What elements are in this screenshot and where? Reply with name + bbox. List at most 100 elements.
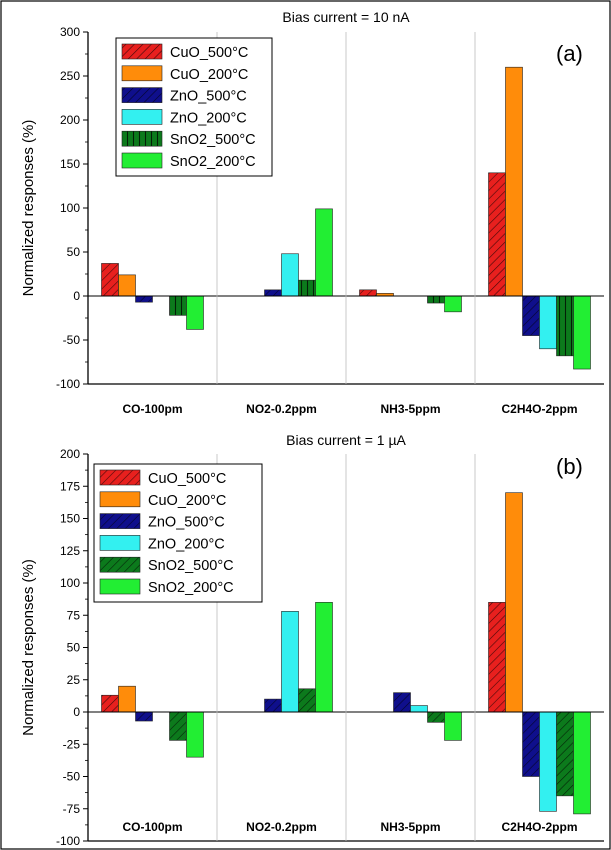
legend-label-sno2-500-c: SnO2_500°C xyxy=(148,558,234,574)
y-tick-label: -100 xyxy=(56,377,80,391)
bar-sno2-200-c-no2-0-2ppm xyxy=(315,208,333,297)
bar-cuo-500-c-c2h4o-2ppm xyxy=(488,172,506,297)
panel-a: Bias current = 10 nA (a) Normalized respon… xyxy=(20,9,604,416)
bar-zno-500-c-no2-0-2ppm xyxy=(264,289,282,297)
category-label-no2-0-2ppm: NO2-0.2ppm xyxy=(246,402,317,416)
bar-zno-500-c-co-100pm xyxy=(135,711,153,722)
legend-swatch-cuo-500-c xyxy=(99,469,141,486)
legend-swatch-sno2-200-c xyxy=(121,152,163,169)
y-tick-label: 100 xyxy=(60,576,80,590)
panel-tag: (a) xyxy=(556,41,583,66)
bar-sno2-500-c-c2h4o-2ppm xyxy=(556,711,574,797)
bar-sno2-200-c-nh3-5ppm xyxy=(444,295,462,313)
bar-sno2-200-c-c2h4o-2ppm xyxy=(573,295,591,370)
legend-swatch-cuo-200-c xyxy=(99,491,141,508)
y-tick-label: -25 xyxy=(63,737,81,751)
y-tick-label: 100 xyxy=(60,201,80,215)
legend-swatch-cuo-500-c xyxy=(121,43,163,60)
bar-cuo-500-c-co-100pm xyxy=(101,694,119,713)
y-tick-label: 250 xyxy=(60,69,80,83)
legend-label-zno-200-c: ZnO_200°C xyxy=(170,110,247,126)
y-tick-label: 125 xyxy=(60,544,80,558)
bar-sno2-200-c-c2h4o-2ppm xyxy=(573,711,591,815)
legend-label-sno2-500-c: SnO2_500°C xyxy=(170,132,256,148)
category-label-nh3-5ppm: NH3-5ppm xyxy=(380,820,440,834)
bar-zno-500-c-c2h4o-2ppm xyxy=(522,711,540,777)
bar-sno2-500-c-no2-0-2ppm xyxy=(298,279,316,297)
legend-label-sno2-200-c: SnO2_200°C xyxy=(170,154,256,170)
y-tick-label: -100 xyxy=(56,834,80,848)
bar-sno2-200-c-co-100pm xyxy=(186,295,204,330)
bar-zno-500-c-no2-0-2ppm xyxy=(264,698,282,713)
legend: CuO_500°C CuO_200°C ZnO_500°C ZnO_200°C SnO2… xyxy=(93,463,263,603)
y-tick-label: -50 xyxy=(63,770,81,784)
bar-cuo-200-c-co-100pm xyxy=(118,274,136,297)
legend-label-zno-500-c: ZnO_500°C xyxy=(148,515,225,531)
bar-zno-500-c-nh3-5ppm xyxy=(393,692,411,713)
category-label-co-100pm: CO-100pm xyxy=(122,402,182,416)
y-tick-label: -75 xyxy=(63,802,81,816)
legend-label-cuo-200-c: CuO_200°C xyxy=(148,493,226,509)
category-label-no2-0-2ppm: NO2-0.2ppm xyxy=(246,820,317,834)
y-tick-label: 200 xyxy=(60,113,80,127)
legend-label-zno-200-c: ZnO_200°C xyxy=(148,536,225,552)
y-tick-label: 50 xyxy=(67,245,81,259)
y-tick-label: 150 xyxy=(60,157,80,171)
bar-cuo-200-c-c2h4o-2ppm xyxy=(505,492,523,713)
legend-label-sno2-200-c: SnO2_200°C xyxy=(148,580,234,596)
y-axis-label: Normalized responses (%) xyxy=(20,559,37,736)
category-label-co-100pm: CO-100pm xyxy=(122,820,182,834)
legend-label-cuo-500-c: CuO_500°C xyxy=(170,45,248,61)
legend-swatch-sno2-500-c xyxy=(121,130,163,147)
legend-swatch-cuo-200-c xyxy=(121,65,163,82)
legend: CuO_500°C CuO_200°C ZnO_500°C ZnO_200°C SnO2… xyxy=(115,37,273,177)
category-label-nh3-5ppm: NH3-5ppm xyxy=(380,402,440,416)
chart-title: Bias current = 10 nA xyxy=(282,9,410,25)
bar-sno2-500-c-no2-0-2ppm xyxy=(298,688,316,713)
bar-sno2-200-c-nh3-5ppm xyxy=(444,711,462,741)
legend-swatch-zno-200-c xyxy=(99,535,141,551)
bar-cuo-500-c-co-100pm xyxy=(101,263,119,297)
legend-swatch-sno2-500-c xyxy=(99,556,141,573)
bar-sno2-500-c-c2h4o-2ppm xyxy=(556,295,574,357)
bar-sno2-500-c-co-100pm xyxy=(169,295,187,316)
y-tick-label: 300 xyxy=(60,25,80,39)
category-label-c2h4o-2ppm: C2H4O-2ppm xyxy=(501,820,577,834)
bar-sno2-500-c-nh3-5ppm xyxy=(427,711,445,723)
y-tick-label: 175 xyxy=(60,479,80,493)
legend-swatch-zno-200-c xyxy=(121,109,163,125)
y-tick-label: 0 xyxy=(73,705,80,719)
panel-tag: (b) xyxy=(556,454,583,479)
bar-cuo-500-c-nh3-5ppm xyxy=(359,289,377,297)
bar-sno2-500-c-nh3-5ppm xyxy=(427,295,445,304)
legend-swatch-zno-500-c xyxy=(121,87,163,103)
legend-label-cuo-500-c: CuO_500°C xyxy=(148,471,226,487)
legend-label-cuo-200-c: CuO_200°C xyxy=(170,67,248,83)
panel-b: Bias current = 1 µA (b) Normalized respons… xyxy=(20,432,604,848)
bar-zno-200-c-nh3-5ppm xyxy=(410,705,428,713)
y-tick-label: 0 xyxy=(73,289,80,303)
y-tick-label: 25 xyxy=(67,673,81,687)
y-tick-label: -50 xyxy=(63,333,81,347)
legend-swatch-zno-500-c xyxy=(99,513,141,529)
category-label-c2h4o-2ppm: C2H4O-2ppm xyxy=(501,402,577,416)
bar-zno-200-c-c2h4o-2ppm xyxy=(539,295,557,350)
bar-zno-200-c-c2h4o-2ppm xyxy=(539,711,557,812)
bar-cuo-200-c-c2h4o-2ppm xyxy=(505,66,523,297)
bar-zno-500-c-co-100pm xyxy=(135,295,153,303)
y-tick-label: 200 xyxy=(60,447,80,461)
y-tick-label: 50 xyxy=(67,641,81,655)
legend-swatch-sno2-200-c xyxy=(99,578,141,595)
bar-cuo-200-c-co-100pm xyxy=(118,685,136,713)
bar-zno-200-c-no2-0-2ppm xyxy=(281,611,299,713)
y-axis-label: Normalized responses (%) xyxy=(20,120,37,297)
bar-zno-500-c-c2h4o-2ppm xyxy=(522,295,540,336)
y-tick-label: 150 xyxy=(60,512,80,526)
chart-title: Bias current = 1 µA xyxy=(286,432,406,448)
bar-cuo-500-c-c2h4o-2ppm xyxy=(488,602,506,713)
bar-zno-200-c-no2-0-2ppm xyxy=(281,253,299,297)
y-tick-label: 75 xyxy=(67,608,81,622)
legend-label-zno-500-c: ZnO_500°C xyxy=(170,89,247,105)
